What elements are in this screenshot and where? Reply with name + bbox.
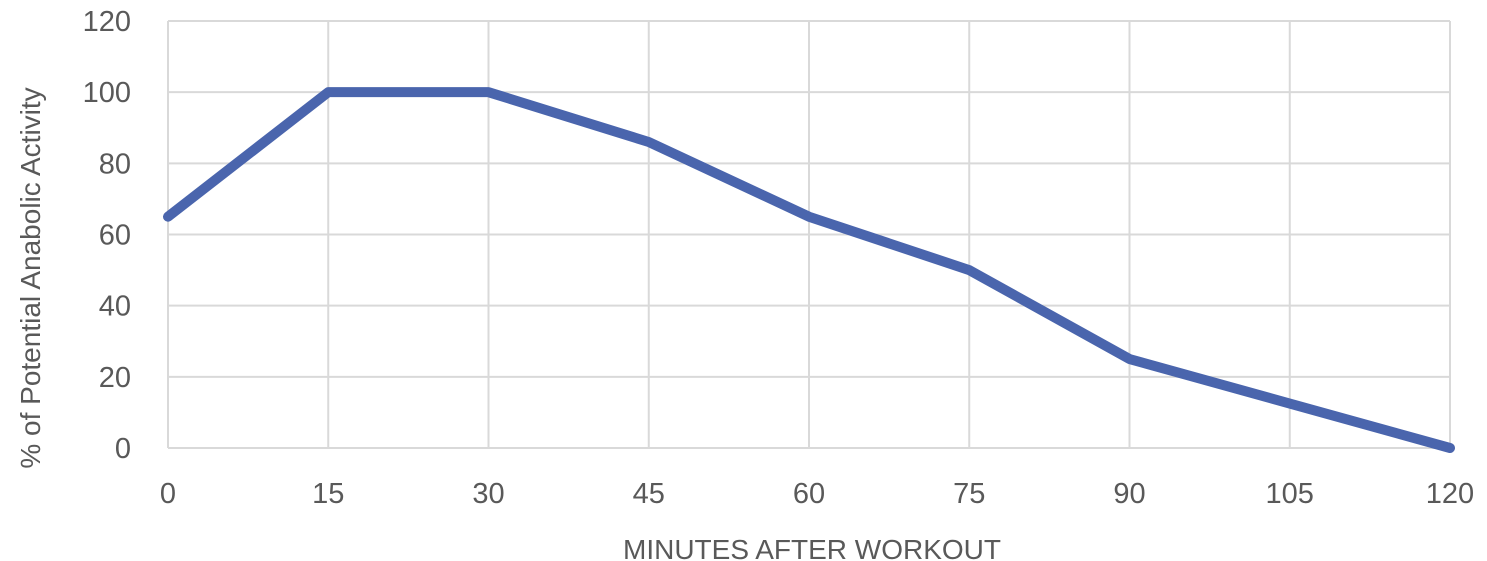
x-tick-label: 0 bbox=[160, 478, 176, 510]
x-tick-label: 60 bbox=[793, 478, 825, 510]
series-layer bbox=[163, 87, 1455, 453]
x-tick-label: 105 bbox=[1266, 478, 1314, 510]
x-axis-title: MINUTES AFTER WORKOUT bbox=[623, 534, 1001, 561]
series-line bbox=[163, 87, 1455, 453]
x-tick-label: 90 bbox=[1113, 478, 1145, 510]
y-tick-label: 0 bbox=[115, 433, 131, 465]
x-tick-label: 75 bbox=[953, 478, 985, 510]
y-tick-label: 120 bbox=[83, 6, 131, 38]
x-tick-label: 30 bbox=[472, 478, 504, 510]
y-tick-label: 80 bbox=[99, 148, 131, 180]
x-tick-label: 45 bbox=[633, 478, 665, 510]
y-axis-title: % of Potential Anabolic Activity bbox=[15, 87, 46, 468]
x-tick-label: 120 bbox=[1426, 478, 1474, 510]
y-tick-label: 60 bbox=[99, 220, 131, 252]
y-tick-label: 40 bbox=[99, 291, 131, 323]
y-tick-label: 100 bbox=[83, 77, 131, 109]
y-axis-ticks: 0 20 40 60 80 100 120 bbox=[83, 6, 131, 465]
x-axis-ticks: 0 15 30 45 60 75 90 105 120 bbox=[160, 478, 1474, 510]
x-tick-label: 15 bbox=[312, 478, 344, 510]
grid bbox=[167, 20, 1451, 449]
y-tick-label: 20 bbox=[99, 362, 131, 394]
